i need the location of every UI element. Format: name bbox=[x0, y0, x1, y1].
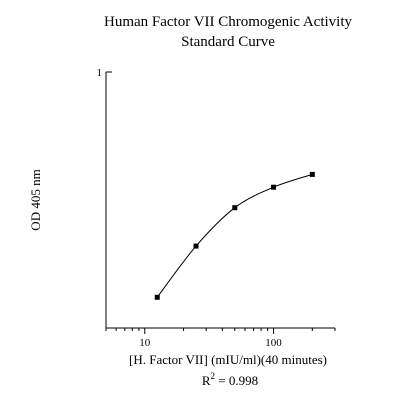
x-tick-label: 100 bbox=[265, 337, 282, 349]
fit-curve-line bbox=[156, 173, 313, 298]
r2-prefix: R bbox=[202, 373, 211, 388]
x-axis-ticks: 10 100 bbox=[105, 328, 336, 349]
data-points bbox=[154, 171, 315, 300]
r2-superscript: 2 bbox=[211, 371, 216, 381]
chart-title-line-2: Standard Curve bbox=[181, 34, 275, 50]
data-point bbox=[193, 243, 199, 249]
data-point bbox=[309, 171, 315, 177]
x-tick-label: 10 bbox=[139, 337, 151, 349]
y-axis-label: OD 405 nm bbox=[28, 169, 43, 230]
data-point bbox=[271, 184, 277, 190]
data-point bbox=[154, 294, 160, 300]
y-axis-ticks: 1 bbox=[97, 67, 112, 79]
y-tick-label: 1 bbox=[97, 67, 103, 79]
data-point bbox=[232, 205, 238, 211]
x-axis-label: [H. Factor VII] (mIU/ml)(40 minutes) bbox=[129, 352, 327, 367]
r2-value: = 0.998 bbox=[215, 373, 258, 388]
chart-title-line-1: Human Factor VII Chromogenic Activity bbox=[104, 14, 353, 30]
r-squared-annotation: R2 = 0.998 bbox=[202, 371, 258, 388]
